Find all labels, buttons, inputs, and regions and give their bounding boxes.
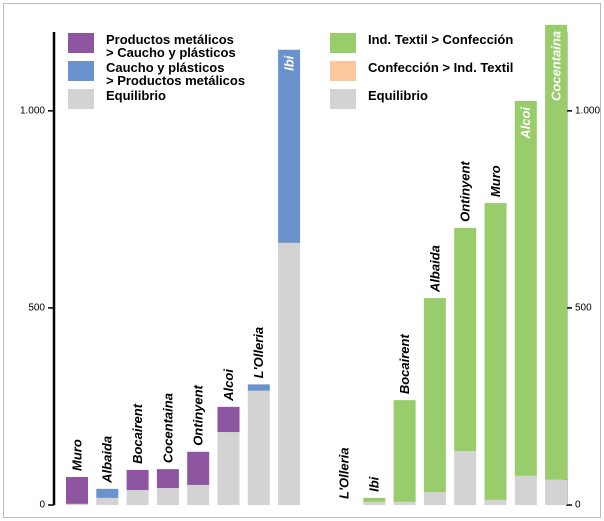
legend-item: Confección > Ind. Textil bbox=[330, 61, 513, 81]
bar-label: Albaida bbox=[427, 245, 442, 293]
bar-label: Bocairent bbox=[397, 334, 412, 395]
frame bbox=[3, 3, 601, 518]
bar-segment bbox=[393, 501, 416, 505]
bar-segment bbox=[156, 469, 179, 489]
legend-swatch bbox=[330, 89, 356, 109]
bar-segment bbox=[363, 497, 386, 502]
y-tick-label: 1.000 bbox=[20, 105, 45, 116]
bar-segment bbox=[363, 501, 386, 505]
bar-segment bbox=[393, 400, 416, 502]
bar-label: Ibi bbox=[282, 55, 297, 71]
bar-segment bbox=[454, 227, 477, 451]
bar-segment bbox=[156, 488, 179, 505]
bar-label: Cocentaina bbox=[549, 31, 564, 101]
legend-label: Ind. Textil > Confección bbox=[368, 32, 514, 47]
bar-label: Muro bbox=[488, 165, 503, 197]
bar-segment bbox=[247, 390, 270, 505]
bar-segment bbox=[423, 491, 446, 505]
bar-label: Cocentaina bbox=[160, 393, 175, 463]
bar-segment bbox=[545, 24, 568, 480]
bar-segment bbox=[278, 242, 301, 506]
bar-label: L'Olleria bbox=[251, 327, 266, 379]
bar-segment bbox=[514, 100, 537, 476]
y-tick-label: 1.000 bbox=[575, 105, 600, 116]
y-tick-label: 500 bbox=[575, 303, 592, 314]
legend-item: Equilibrio bbox=[68, 89, 166, 109]
bar-label: Bocairent bbox=[130, 403, 145, 464]
bar-segment bbox=[217, 432, 240, 505]
bar-segment bbox=[66, 477, 88, 504]
bar-segment bbox=[187, 451, 210, 485]
legend-swatch bbox=[330, 61, 356, 81]
legend-swatch bbox=[68, 61, 94, 81]
legend-item: Caucho y plásticos > Productos metálicos bbox=[68, 61, 245, 87]
y-tick-label: 0 bbox=[39, 500, 45, 511]
bar-label: Alcoi bbox=[221, 369, 236, 402]
legend-swatch bbox=[330, 33, 356, 53]
bar-label: Ontinyent bbox=[191, 384, 206, 445]
legend-label: Equilibrio bbox=[106, 88, 166, 103]
bar-segment bbox=[278, 49, 301, 243]
legend-item: Productos metálicos > Caucho y plásticos bbox=[68, 33, 236, 59]
bar-segment bbox=[96, 488, 119, 498]
bar-segment bbox=[514, 475, 537, 505]
bar-label: Albaida bbox=[100, 436, 115, 484]
y-tick-label: 0 bbox=[575, 500, 581, 511]
legend-label: Caucho y plásticos > Productos metálicos bbox=[106, 60, 246, 88]
legend-item: Equilibrio bbox=[330, 89, 428, 109]
bar-segment bbox=[423, 298, 446, 492]
bar-segment bbox=[454, 450, 477, 505]
bar-label: Alcoi bbox=[518, 107, 533, 140]
bar-label: Ibi bbox=[367, 476, 382, 492]
bar-segment bbox=[247, 384, 270, 391]
legend-item: Ind. Textil > Confección bbox=[330, 33, 513, 53]
legend-label: Confección > Ind. Textil bbox=[368, 60, 514, 75]
bar-segment bbox=[126, 490, 149, 505]
bar-segment bbox=[96, 497, 119, 505]
legend-label: Productos metálicos > Caucho y plásticos bbox=[106, 32, 236, 60]
bar-segment bbox=[484, 499, 507, 505]
bar-segment bbox=[126, 469, 149, 491]
legend-label: Equilibrio bbox=[368, 88, 428, 103]
bar-label: Ontinyent bbox=[458, 161, 473, 222]
bar-label: L'Olleria bbox=[336, 448, 351, 500]
bar-segment bbox=[484, 203, 507, 500]
bar-label: Muro bbox=[69, 439, 84, 471]
y-tick-label: 500 bbox=[28, 303, 45, 314]
bar-segment bbox=[217, 406, 240, 433]
legend-swatch bbox=[68, 33, 94, 53]
bar-segment bbox=[187, 484, 210, 505]
legend-swatch bbox=[68, 89, 94, 109]
bar-segment bbox=[66, 503, 88, 505]
bar-segment bbox=[545, 479, 568, 505]
